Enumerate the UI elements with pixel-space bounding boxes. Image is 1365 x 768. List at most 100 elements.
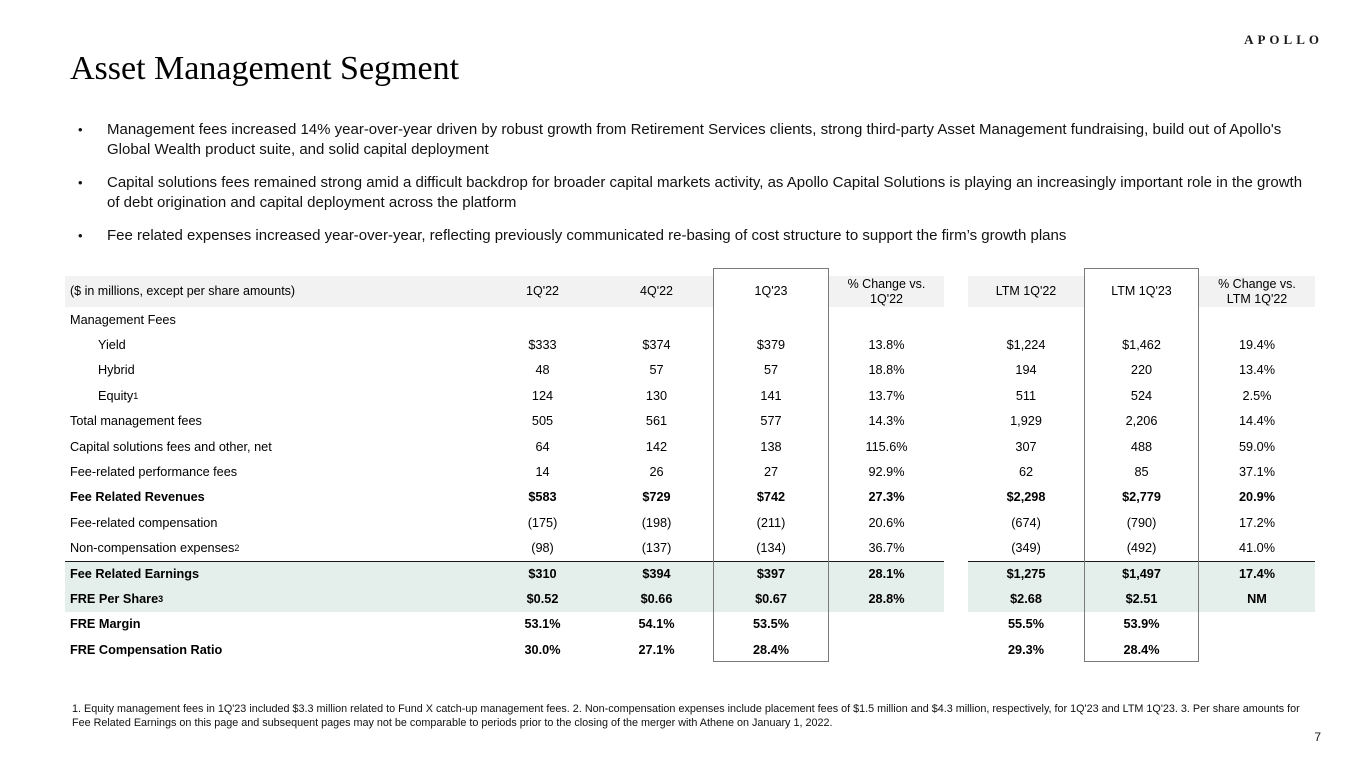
cell-value: 138 — [760, 439, 782, 454]
table-header-row: ($ in millions, except per share amounts… — [65, 276, 1315, 307]
bullet-text: Management fees increased 14% year-over-… — [107, 121, 1282, 158]
column-gap — [944, 276, 968, 307]
row-label: Fee-related performance fees — [70, 465, 238, 480]
cell-value: 28.4% — [1123, 642, 1160, 657]
row-label: FRE Per Share 3 — [65, 586, 485, 612]
cell-value: $374 — [642, 338, 671, 353]
column-gap — [944, 434, 968, 459]
row-label: Total management fees — [70, 414, 202, 429]
row-label: Non-compensation expenses 2 — [70, 541, 240, 556]
cell-value — [600, 307, 713, 332]
cell-value: $0.52 — [485, 586, 600, 612]
column-gap — [944, 510, 968, 535]
row-label: Fee Related Revenues — [70, 490, 205, 505]
cell-value: 14.3% — [868, 414, 905, 429]
row-label: FRE Compensation Ratio — [70, 642, 223, 657]
cell-value: 307 — [1015, 439, 1037, 454]
cell-value — [1199, 307, 1315, 332]
table-row: Non-compensation expenses 2 (98) (137) (134)… — [65, 536, 1315, 561]
cell-value: 55.5% — [1008, 617, 1044, 632]
cell-value: (211) — [756, 515, 786, 530]
row-label: Fee-related compensation — [70, 515, 218, 530]
cell-value: 37.1% — [1239, 465, 1275, 480]
cell-value: 511 — [1015, 388, 1037, 403]
cell-value: $2.68 — [968, 586, 1084, 612]
cell-value: $1,462 — [1122, 338, 1161, 353]
cell-value: 488 — [1130, 439, 1153, 454]
cell-value: 124 — [531, 388, 554, 403]
cell-value: NM — [1199, 586, 1315, 612]
column-gap — [944, 586, 968, 611]
page-title: Asset Management Segment — [70, 50, 460, 87]
cell-value — [829, 637, 944, 662]
cell-value: 141 — [760, 388, 782, 403]
cell-value: 20.6% — [868, 515, 905, 530]
footnote-text: 1. Equity management fees in 1Q'23 inclu… — [72, 703, 1300, 729]
cell-value: 26 — [649, 465, 664, 480]
cell-value: 18.8% — [868, 363, 905, 378]
cell-value: (349) — [1011, 541, 1041, 556]
cell-value: 14.4% — [1239, 414, 1275, 429]
table-row: FRE Compensation Ratio 30.0% 27.1% 28.4% 29.… — [65, 637, 1315, 662]
table-row: Yield $333 $374 $379 13.8% $1,224 $1,462 19.4% — [65, 332, 1315, 357]
cell-value: 92.9% — [868, 465, 905, 480]
cell-value: 30.0% — [524, 642, 561, 657]
cell-value — [485, 307, 600, 332]
column-header-4q22: 4Q'22 — [600, 276, 713, 307]
cell-value: 27.3% — [868, 490, 905, 505]
apollo-logo: APOLLO — [1244, 32, 1323, 47]
column-header-ltm-1q23: LTM 1Q'23 — [1084, 276, 1199, 307]
cell-value: $333 — [528, 338, 557, 353]
bullet-text: Capital solutions fees remained strong a… — [107, 174, 1303, 211]
bullet-item: • Fee related expenses increased year-ov… — [75, 226, 1303, 246]
cell-value: $2,779 — [1122, 490, 1161, 505]
row-label: Hybrid — [98, 363, 135, 378]
table-row: Capital solutions fees and other, net 64 1… — [65, 434, 1315, 459]
cell-value: $742 — [756, 490, 786, 505]
column-gap — [944, 358, 968, 383]
column-gap — [944, 637, 968, 662]
row-label: Fee Related Earnings — [65, 560, 485, 587]
table-row: Fee Related Earnings $310 $394 $397 28.1% $1,… — [65, 560, 1315, 587]
cell-value: 17.2% — [1239, 515, 1275, 530]
cell-value: 64 — [535, 439, 550, 454]
cell-value: 577 — [760, 414, 782, 429]
cell-value: 62 — [1018, 465, 1034, 480]
cell-value — [1199, 612, 1315, 637]
table-row: FRE Margin 53.1% 54.1% 53.5% 55.5% 53.9% — [65, 612, 1315, 637]
cell-value: (175) — [527, 515, 558, 530]
table-row: Equity 1 124 130 141 13.7% 511 524 2.5% — [65, 383, 1315, 408]
cell-value: $583 — [528, 490, 557, 505]
cell-value: $310 — [485, 560, 600, 587]
table-row: Total management fees 505 561 577 14.3% 1,929… — [65, 409, 1315, 434]
cell-value: 54.1% — [638, 617, 675, 632]
cell-value: 1,929 — [1010, 414, 1042, 429]
column-header-ltm-1q22: LTM 1Q'22 — [968, 276, 1084, 307]
cell-value: 20.9% — [1239, 490, 1275, 505]
cell-value: 505 — [531, 414, 554, 429]
row-label: Yield — [98, 338, 126, 353]
cell-value: 13.4% — [1239, 363, 1275, 378]
page-number: 7 — [1314, 730, 1321, 744]
bullet-marker: • — [78, 175, 83, 190]
table-row: Fee-related compensation (175) (198) (211) 2… — [65, 510, 1315, 535]
cell-value: 59.0% — [1239, 439, 1275, 454]
cell-value — [713, 307, 829, 332]
cell-value: 36.7% — [868, 541, 905, 556]
bullet-marker: • — [78, 122, 83, 137]
cell-value: 142 — [645, 439, 668, 454]
column-header-pct-change-1q22: % Change vs. 1Q'22 — [829, 276, 944, 307]
table-row: Fee-related performance fees 14 26 27 92.9% 6… — [65, 459, 1315, 484]
cell-value: 28.8% — [829, 586, 944, 612]
cell-value: $2,298 — [1006, 490, 1046, 505]
cell-value: (198) — [641, 515, 672, 530]
cell-value: (790) — [1126, 515, 1157, 530]
unit-note: ($ in millions, except per share amounts… — [65, 276, 485, 307]
row-label: FRE Margin — [70, 617, 141, 632]
column-gap — [944, 409, 968, 434]
table-row: Fee Related Revenues $583 $729 $742 27.3% $2,… — [65, 485, 1315, 510]
cell-value: 27.1% — [638, 642, 675, 657]
cell-value: 28.4% — [753, 642, 789, 657]
cell-value: $729 — [642, 490, 671, 505]
cell-value: 48 — [535, 363, 550, 378]
